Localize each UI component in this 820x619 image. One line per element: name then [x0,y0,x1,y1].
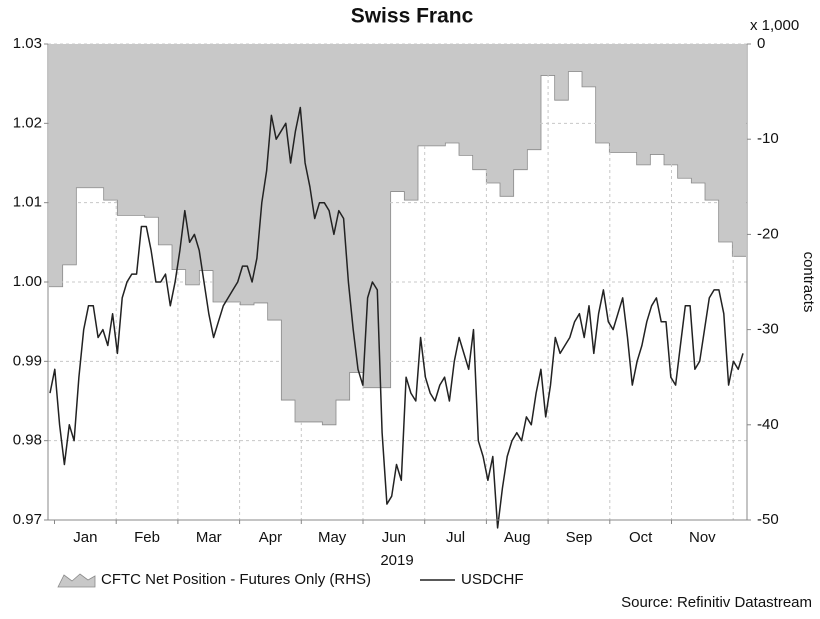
y2-tick-label: -20 [757,225,779,242]
x-tick-label: May [318,529,347,546]
x-axis-label: 2019 [380,552,413,569]
y2-tick-label: -10 [757,130,779,147]
line [49,106,744,529]
y-tick-label: 1.01 [13,194,42,211]
y2-tick-label: -30 [757,321,779,338]
y-tick-label: 0.97 [13,511,42,528]
y-tick-label: 1.02 [13,114,42,131]
x-tick-label: Nov [689,529,716,546]
source: Source: Refinitiv Datastream [621,594,812,611]
x-tick-label: Oct [629,529,653,546]
x-tick-label: Jan [73,529,97,546]
y2-axis-label: contracts [800,252,817,313]
y2-multiplier: x 1,000 [750,17,799,34]
area [49,44,746,425]
y-tick-label: 1.03 [13,35,42,52]
x-tick-label: Aug [504,529,531,546]
y2-tick-label: 0 [757,35,765,52]
area-edge [49,71,746,426]
x-tick-label: Jun [382,529,406,546]
y-tick-label: 0.98 [13,432,42,449]
x-tick-label: Apr [259,529,282,546]
y-tick-label: 1.00 [13,273,42,290]
legend-area-swatch [57,573,96,588]
y-tick-label: 0.99 [13,352,42,369]
legend-label: CFTC Net Position - Futures Only (RHS) [101,571,371,588]
x-tick-label: Mar [196,529,222,546]
x-tick-label: Feb [134,529,160,546]
y2-tick-label: -40 [757,416,779,433]
y2-tick-label: -50 [757,511,779,528]
legend-label: USDCHF [461,571,524,588]
x-tick-label: Sep [566,529,593,546]
x-tick-label: Jul [446,529,465,546]
chart-title: Swiss Franc [351,5,474,28]
